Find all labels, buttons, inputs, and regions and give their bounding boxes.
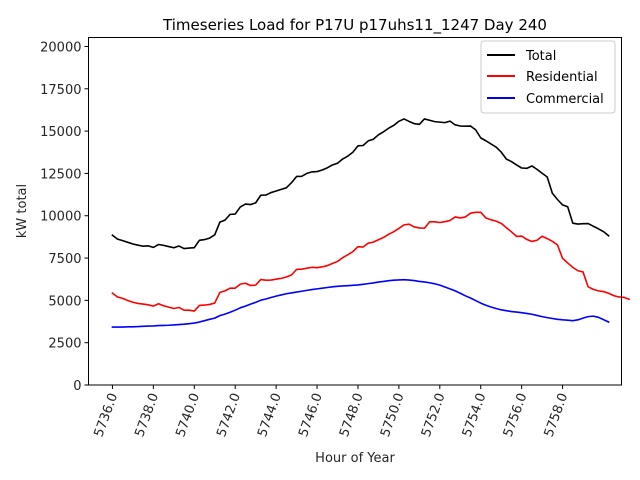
legend-label-total: Total — [525, 49, 556, 64]
chart-title: Timeseries Load for P17U p17uhs11_1247 D… — [162, 16, 547, 35]
y-tick-label: 7500 — [48, 252, 81, 267]
y-tick-label: 12500 — [40, 167, 81, 182]
y-tick-label: 5000 — [48, 294, 81, 309]
y-axis: 0 2500 5000 7500 10000 12500 15000 17500 20000 — [40, 40, 89, 394]
series-layer — [111, 118, 631, 328]
y-tick-label: 10000 — [40, 210, 81, 225]
series-line-residential — [111, 211, 631, 312]
x-axis-label: Hour of Year — [315, 451, 395, 466]
y-tick-label: 15000 — [40, 125, 81, 140]
legend: Total Residential Commercial — [480, 40, 616, 114]
legend-box — [480, 40, 616, 114]
y-axis-label: kW total — [15, 184, 30, 238]
y-tick-label: 2500 — [48, 337, 81, 352]
legend-label-residential: Residential — [526, 70, 598, 85]
y-tick-label: 17500 — [40, 83, 81, 98]
y-tick-label: 20000 — [40, 40, 81, 55]
y-tick-label: 0 — [73, 379, 81, 394]
legend-label-commercial: Commercial — [526, 92, 604, 107]
plot-area-frame — [88, 37, 622, 386]
series-line-total — [111, 118, 610, 250]
series-line-commercial — [111, 278, 610, 328]
